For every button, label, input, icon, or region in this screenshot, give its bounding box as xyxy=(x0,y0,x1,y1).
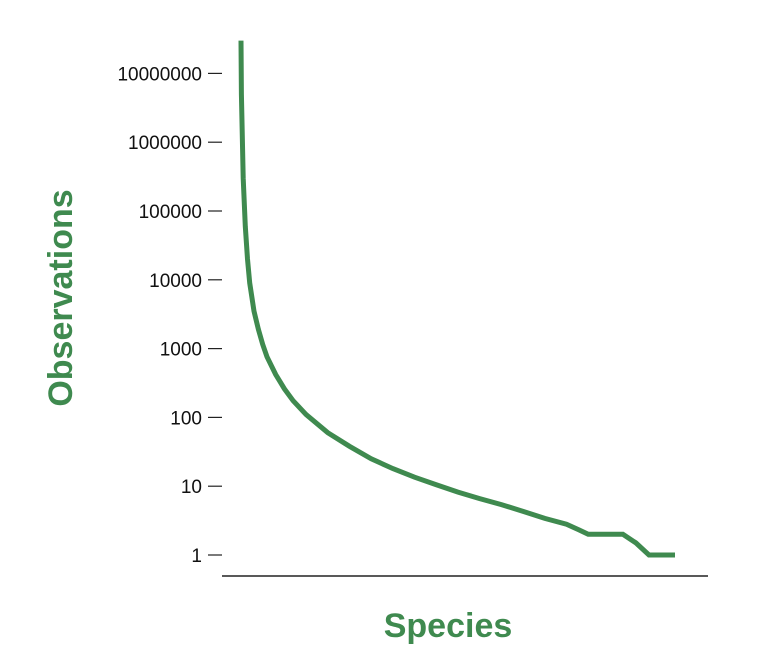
y-tick-label: 1 xyxy=(191,546,202,567)
series-line xyxy=(238,40,675,558)
x-axis-title: Species xyxy=(384,607,513,645)
y-tick-label: 1000000 xyxy=(128,133,202,154)
y-tick-label: 100 xyxy=(170,408,202,429)
y-tick-label: 1000 xyxy=(160,340,202,361)
series-group xyxy=(238,40,675,558)
y-axis-ticks: 1 10 100 1000 10000 100000 1000000 10000000 xyxy=(117,64,222,567)
y-tick-label: 100000 xyxy=(139,202,202,223)
y-axis-title: Observations xyxy=(42,189,80,406)
y-tick-label: 10000000 xyxy=(117,64,202,85)
y-tick-label: 10 xyxy=(181,477,202,498)
y-tick-label: 10000 xyxy=(149,271,202,292)
